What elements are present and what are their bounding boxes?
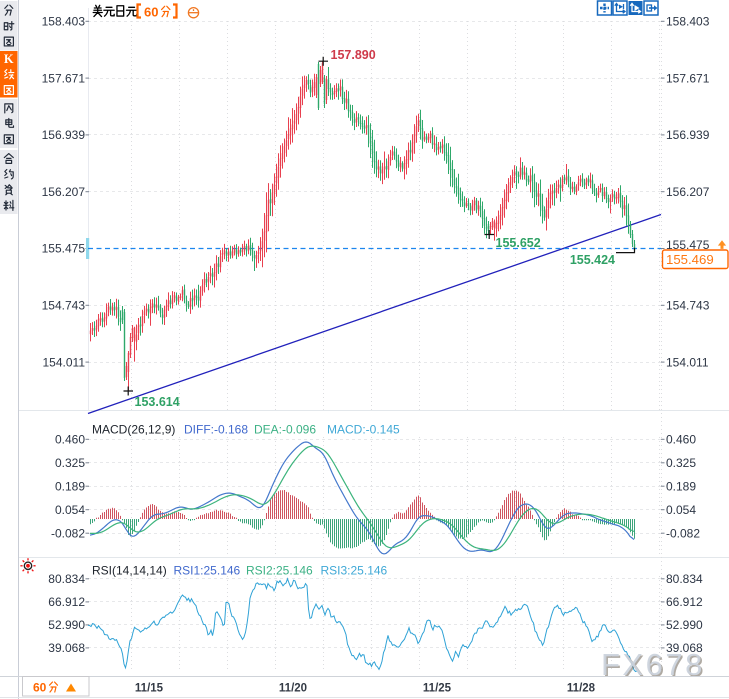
svg-text:0.189: 0.189 <box>666 479 696 493</box>
svg-text:39.068: 39.068 <box>666 641 703 655</box>
svg-text:MACD:-0.145: MACD:-0.145 <box>327 423 400 437</box>
svg-text:0.460: 0.460 <box>666 433 696 447</box>
svg-text:52.990: 52.990 <box>666 618 703 632</box>
svg-text:0.189: 0.189 <box>55 479 85 493</box>
svg-text:FX678: FX678 <box>603 649 707 684</box>
svg-text:154.011: 154.011 <box>666 355 709 369</box>
svg-text:80.834: 80.834 <box>666 572 703 586</box>
svg-text:RSI2:25.146: RSI2:25.146 <box>246 564 313 578</box>
svg-text:154.743: 154.743 <box>42 299 86 313</box>
svg-text:11/20: 11/20 <box>279 683 307 695</box>
svg-text:RSI3:25.146: RSI3:25.146 <box>321 564 388 578</box>
svg-text:RSI1:25.146: RSI1:25.146 <box>174 564 241 578</box>
svg-text:156.207: 156.207 <box>666 185 710 199</box>
svg-text:0.325: 0.325 <box>666 456 696 470</box>
svg-text:52.990: 52.990 <box>48 618 85 632</box>
svg-text:156.939: 156.939 <box>42 128 86 142</box>
svg-text:0.460: 0.460 <box>55 433 85 447</box>
svg-text:K: K <box>4 52 14 66</box>
svg-text:0.054: 0.054 <box>666 503 696 517</box>
svg-text:157.671: 157.671 <box>42 71 86 85</box>
svg-text:153.614: 153.614 <box>135 395 180 409</box>
svg-text:155.652: 155.652 <box>496 236 541 250</box>
svg-text:66.912: 66.912 <box>48 595 85 609</box>
svg-text:155.475: 155.475 <box>42 242 86 256</box>
svg-text:155.424: 155.424 <box>570 253 615 267</box>
svg-text:154.011: 154.011 <box>43 355 86 369</box>
svg-text:60: 60 <box>33 681 47 695</box>
svg-text:155.475: 155.475 <box>666 238 710 252</box>
svg-text:60: 60 <box>144 5 158 20</box>
svg-text:157.671: 157.671 <box>666 71 710 85</box>
svg-text:0.054: 0.054 <box>55 503 85 517</box>
svg-text:66.912: 66.912 <box>666 595 703 609</box>
svg-text:DIFF:-0.168: DIFF:-0.168 <box>184 423 248 437</box>
svg-text:154.743: 154.743 <box>666 299 710 313</box>
svg-text:156.207: 156.207 <box>42 185 86 199</box>
svg-text:156.939: 156.939 <box>666 128 710 142</box>
svg-text:157.890: 157.890 <box>331 48 376 62</box>
svg-text:11/28: 11/28 <box>567 683 596 695</box>
svg-text:80.834: 80.834 <box>48 572 85 586</box>
svg-text:11/15: 11/15 <box>135 683 164 695</box>
svg-text:DEA:-0.096: DEA:-0.096 <box>254 423 316 437</box>
svg-text:158.403: 158.403 <box>666 15 710 29</box>
svg-text:MACD(26,12,9): MACD(26,12,9) <box>92 423 175 437</box>
svg-text:-0.082: -0.082 <box>51 526 85 540</box>
svg-text:RSI(14,14,14): RSI(14,14,14) <box>92 564 167 578</box>
svg-text:0.325: 0.325 <box>55 456 85 470</box>
svg-text:155.469: 155.469 <box>666 252 714 267</box>
svg-text:158.403: 158.403 <box>42 15 86 29</box>
svg-text:-0.082: -0.082 <box>666 526 700 540</box>
svg-text:39.068: 39.068 <box>48 641 85 655</box>
svg-text:11/25: 11/25 <box>423 683 452 695</box>
